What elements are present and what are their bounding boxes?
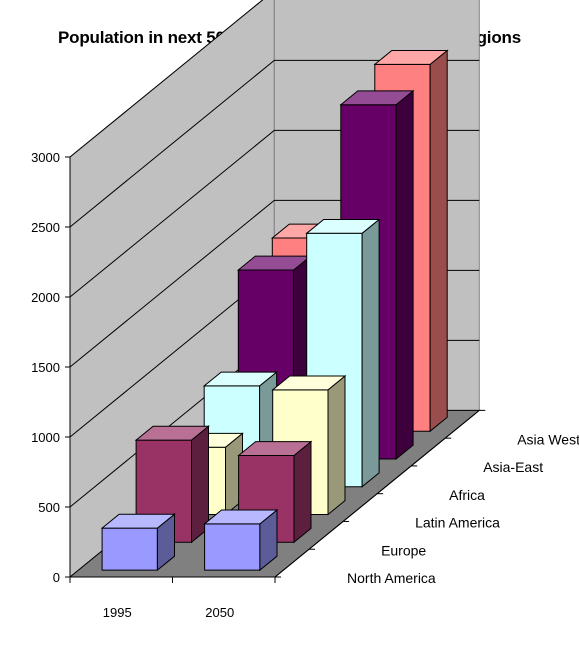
y-tick-label: 2500 <box>31 220 60 235</box>
x-axis-ticks: 1995 2050 <box>69 576 276 620</box>
y-tick-label: 3000 <box>31 150 60 165</box>
bar-top-face <box>237 441 313 456</box>
depth-series-label: Africa <box>449 487 485 503</box>
bar-side-face <box>361 218 380 488</box>
bar-top-face <box>203 509 279 525</box>
bar-top-face <box>202 371 279 387</box>
bar-top-face <box>100 513 176 529</box>
y-tick-label: 500 <box>38 500 60 515</box>
y-axis-ticks: 0 500 1000 1500 2000 2500 3000 <box>31 150 71 585</box>
bar-side-face <box>293 440 312 544</box>
y-tick-label: 2000 <box>31 290 60 305</box>
depth-series-label: North America <box>347 570 436 586</box>
bar-side-face <box>429 49 448 433</box>
bar-top-face <box>339 90 415 106</box>
bar-top-face <box>134 425 210 441</box>
bar-top-face <box>373 50 449 65</box>
bar-side-face <box>395 89 414 461</box>
bar-top-face <box>305 219 381 234</box>
bar-north-america-1995 <box>100 513 176 572</box>
bar-north-america-2050 <box>203 508 279 572</box>
bar-side-face <box>327 374 346 516</box>
depth-axis-labels: North America Europe Latin America Africa As… <box>274 409 579 586</box>
y-tick-label: 1500 <box>31 360 60 375</box>
x-tick-label: 1995 <box>103 605 132 620</box>
y-tick-label: 0 <box>53 570 60 585</box>
depth-series-label: Asia West <box>517 431 579 447</box>
bar-front-face <box>204 523 261 571</box>
bar-top-face <box>271 375 347 391</box>
bar-front-face <box>101 527 158 571</box>
chart-bars <box>100 49 449 572</box>
depth-series-label: Europe <box>381 542 426 558</box>
depth-series-label: Asia-East <box>483 459 543 475</box>
x-tick-label: 2050 <box>205 605 234 620</box>
gridline <box>69 0 264 158</box>
depth-series-label: Latin America <box>415 515 500 531</box>
y-tick-label: 1000 <box>31 430 60 445</box>
